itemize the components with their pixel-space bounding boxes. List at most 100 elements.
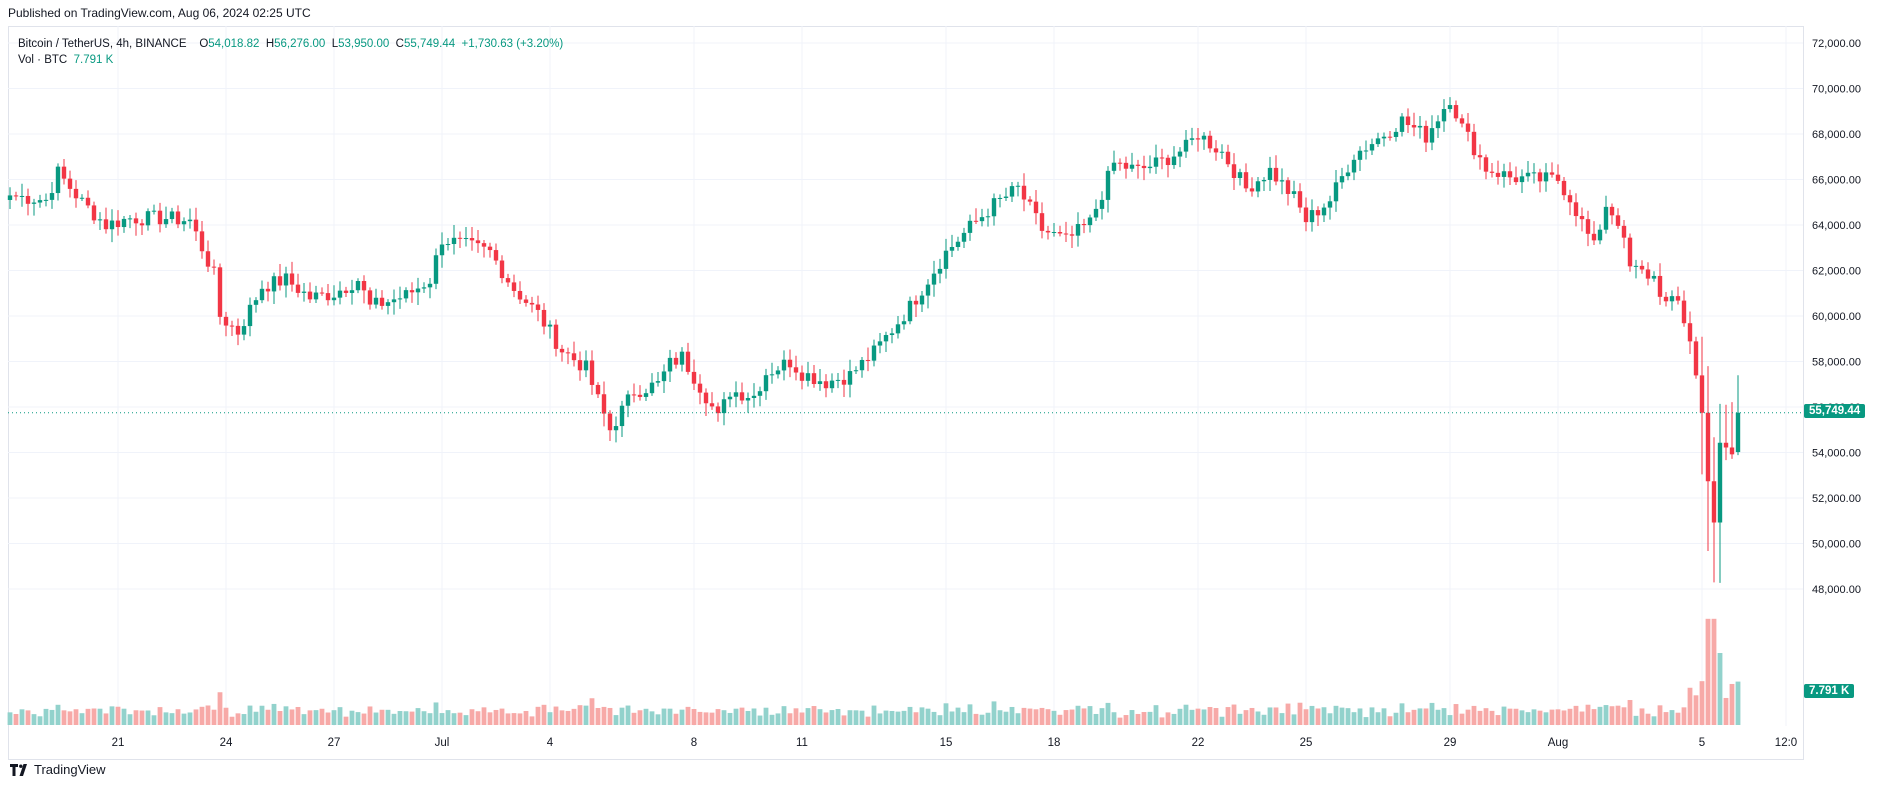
candle-body [607, 413, 613, 431]
candle-body [1459, 118, 1465, 124]
volume-bar [61, 710, 67, 725]
volume-bar [1177, 708, 1183, 725]
volume-bar [295, 706, 301, 725]
candle-body [1129, 164, 1135, 169]
volume-bar [1219, 716, 1225, 725]
candle-body [1411, 125, 1417, 128]
candle-body [613, 426, 619, 431]
volume-bar [1489, 710, 1495, 725]
volume-bar [1543, 712, 1549, 725]
volume-bar [547, 712, 553, 725]
volume-bar [1267, 707, 1273, 725]
x-tick-label: 24 [220, 737, 233, 749]
candle-body [1645, 269, 1651, 279]
legend-vol-label[interactable]: Vol · BTC [18, 54, 68, 66]
volume-bar [85, 708, 91, 725]
candle-body [733, 392, 739, 397]
candle-body [1057, 232, 1063, 234]
volume-bar [457, 712, 463, 725]
volume-bar [211, 709, 217, 725]
candle-body [853, 370, 859, 372]
candle-body [439, 244, 445, 256]
legend-open-label: O [199, 38, 209, 50]
volume-bar [229, 716, 235, 725]
legend: Bitcoin / TetherUS, 4h, BINANCE O54,018.… [18, 36, 563, 68]
volume-bar [415, 708, 421, 725]
candle-body [889, 333, 895, 336]
volume-bar [811, 706, 817, 725]
volume-bar [505, 713, 511, 725]
volume-bar [919, 707, 925, 725]
candle-body [1387, 136, 1393, 138]
volume-bar [1105, 702, 1111, 725]
volume-bar [1321, 707, 1327, 725]
volume-bar [775, 713, 781, 725]
volume-bar [1291, 714, 1297, 725]
candle-body [451, 237, 457, 245]
volume-bar [1633, 715, 1639, 725]
volume-bar [373, 712, 379, 725]
candle-body [277, 276, 283, 286]
candle-body [1573, 202, 1579, 217]
volume-bar [877, 713, 883, 725]
candle-body [361, 280, 367, 291]
legend-symbol[interactable]: Bitcoin / TetherUS, 4h, BINANCE [18, 38, 187, 50]
volume-bar [1051, 710, 1057, 725]
volume-bar [883, 710, 889, 725]
candle-body [223, 316, 229, 326]
candle-body [1735, 412, 1741, 453]
legend-high-label: H [265, 38, 275, 50]
candle-body [1705, 412, 1711, 482]
volume-bar [475, 711, 481, 725]
volume-bar [151, 715, 157, 725]
candle-body [1135, 164, 1141, 166]
volume-bar [943, 703, 949, 725]
candle-body [1369, 144, 1375, 151]
candle-body [139, 223, 145, 226]
candle-body [163, 219, 169, 225]
volume-bar [523, 710, 529, 725]
candle-body [1561, 180, 1567, 196]
footer-brand[interactable]: TradingView [10, 762, 106, 777]
volume-bar [1099, 708, 1105, 725]
volume-bar [193, 709, 199, 725]
volume-bar [253, 711, 259, 725]
candle-body [751, 395, 757, 398]
legend-change: +1,730.63 (+3.20%) [461, 38, 564, 50]
candle-body [811, 373, 817, 385]
volume-bar [1381, 708, 1387, 725]
volume-tag: 7.791 K [1804, 684, 1855, 698]
volume-bar [1627, 700, 1633, 725]
candle-body [925, 284, 931, 296]
volume-bar [1411, 709, 1417, 725]
volume-bar [247, 705, 253, 725]
volume-bar [913, 712, 919, 725]
candle-body [1165, 157, 1171, 166]
candle-body [1105, 170, 1111, 200]
volume-bar [355, 712, 361, 725]
volume-bar [787, 713, 793, 725]
volume-bar [751, 708, 757, 725]
volume-bar [277, 711, 283, 725]
candle-body [1669, 296, 1675, 302]
candle-body [1099, 199, 1105, 209]
candle-body [265, 288, 271, 292]
candle-body [703, 392, 709, 404]
candle-body [865, 359, 871, 361]
volume-bar [445, 710, 451, 725]
volume-bar [1621, 707, 1627, 725]
volume-bar [121, 708, 127, 725]
y-tick-label: 70,000.00 [1812, 84, 1861, 96]
candle-body [1501, 171, 1507, 177]
candle-body [979, 217, 985, 222]
volume-bar [733, 708, 739, 725]
candle-body [877, 341, 883, 346]
volume-bar [637, 710, 643, 725]
volume-bar [829, 710, 835, 725]
candle-body [805, 373, 811, 381]
volume-bar [1525, 712, 1531, 725]
volume-bar [1579, 711, 1585, 725]
candle-body [1609, 206, 1615, 216]
candle-body [385, 302, 391, 306]
